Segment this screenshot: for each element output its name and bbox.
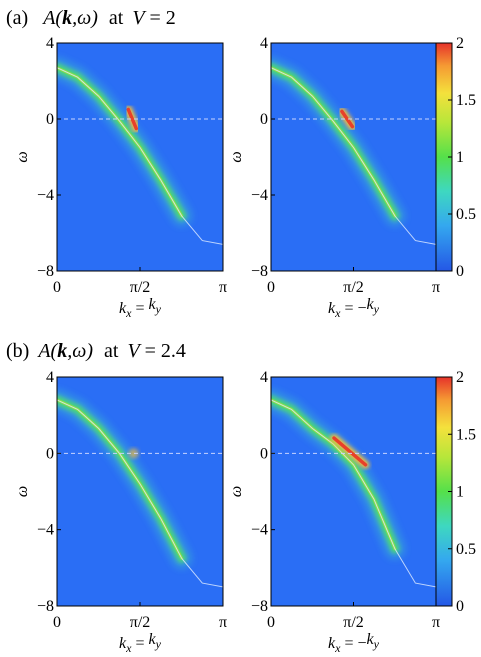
x-axis-label: kx = ky (119, 631, 162, 655)
fermi-crossing (128, 448, 139, 459)
y-tick-label: −8 (251, 263, 268, 280)
colorbar-tick-label: 0 (456, 263, 464, 280)
y-tick-label: −8 (37, 263, 54, 280)
intense-core (332, 436, 368, 467)
y-tick-label: −4 (37, 522, 54, 539)
y-tick-label: −8 (251, 598, 268, 615)
title-a: (a) A(k,ω) at V = 2 (6, 7, 176, 29)
heatmap-panel-1-1 (271, 377, 436, 606)
x-tick-label: 0 (53, 614, 61, 631)
colorbar-tick-label: 1 (456, 484, 464, 501)
y-tick-label: −4 (251, 187, 268, 204)
x-tick-label: π/2 (343, 614, 364, 631)
colorbar-tick-label: 1 (456, 149, 464, 166)
x-tick-label: 0 (267, 279, 275, 296)
x-tick-label: π (432, 279, 440, 296)
band-line (57, 399, 223, 588)
x-axis-label: kx = −ky (328, 296, 380, 320)
intense-core (340, 109, 355, 129)
y-axis-label: ω (14, 486, 31, 497)
x-tick-label: π/2 (343, 279, 364, 296)
x-tick-label: π (219, 614, 227, 631)
x-axis-label: kx = −ky (328, 631, 380, 655)
band-line (271, 67, 436, 245)
y-tick-label: −4 (37, 187, 54, 204)
y-tick-label: −8 (37, 598, 54, 615)
colorbar-tick-label: 0 (456, 598, 464, 615)
y-tick-label: −4 (251, 522, 268, 539)
x-tick-label: 0 (53, 279, 61, 296)
colorbar-tick-label: 1.5 (456, 92, 476, 109)
x-tick-label: π (219, 279, 227, 296)
y-tick-label: 0 (260, 445, 268, 462)
heatmap-panel-0-1 (271, 43, 436, 271)
y-axis-label: ω (228, 486, 245, 497)
heatmap-panel-1-0 (57, 377, 223, 606)
x-tick-label: π/2 (130, 279, 151, 296)
y-tick-label: 4 (260, 35, 268, 52)
colorbar-tick-label: 0.5 (456, 206, 476, 223)
heatmap-panel-0-0 (57, 43, 223, 271)
band-line (271, 399, 436, 588)
title-b: (b) A(k,ω) at V = 2.4 (6, 340, 186, 362)
y-tick-label: 4 (46, 35, 54, 52)
x-axis-label: kx = ky (119, 296, 162, 320)
x-tick-label: π (432, 614, 440, 631)
y-tick-label: 0 (260, 111, 268, 128)
band-line (57, 67, 223, 245)
colorbar-tick-label: 2 (456, 369, 464, 386)
y-tick-label: 4 (46, 369, 54, 386)
colorbar-tick-label: 2 (456, 35, 464, 52)
y-axis-label: ω (14, 151, 31, 162)
y-tick-label: 4 (260, 369, 268, 386)
y-tick-label: 0 (46, 111, 54, 128)
intense-core (126, 107, 139, 131)
panels-layer: 4 0 −4 −8 ω 0 π/2 π kx = ky 4 0 −4 −8 ω 0 π/2 π kx = −ky 2… (14, 35, 476, 655)
colorbar-tick-label: 0.5 (456, 541, 476, 558)
colorbar-tick-label: 1.5 (456, 426, 476, 443)
y-axis-label: ω (228, 151, 245, 162)
x-tick-label: π/2 (130, 614, 151, 631)
y-tick-label: 0 (46, 445, 54, 462)
x-tick-label: 0 (267, 614, 275, 631)
